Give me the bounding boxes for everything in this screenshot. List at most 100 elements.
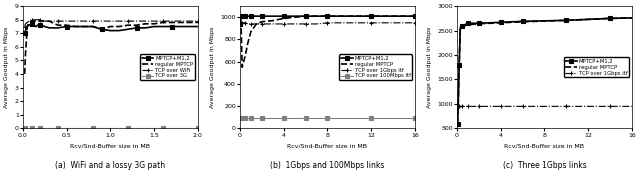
MPTCP+M1,2 <box>497 21 504 23</box>
TCP over 3G <box>50 127 58 129</box>
regular MPTCP <box>367 15 375 17</box>
MPTCP+M1,2 <box>237 23 244 25</box>
TCP over 3G <box>24 127 31 129</box>
regular MPTCP <box>464 24 472 26</box>
TCP over 3G <box>72 127 79 129</box>
MPTCP+M1,2 <box>241 15 249 17</box>
TCP over 100Mbps itf <box>253 117 260 119</box>
MPTCP+M1,2 <box>346 15 353 17</box>
TCP over 3G <box>98 127 106 129</box>
TCP over 1Gbps itf <box>346 22 353 24</box>
regular MPTCP <box>132 24 140 26</box>
TCP over 1Gbps itf <box>253 23 260 25</box>
MPTCP+M1,2 <box>106 30 114 32</box>
MPTCP+M1,2 <box>32 25 40 28</box>
TCP over WiFi <box>132 20 140 22</box>
TCP over 100Mbps itf <box>237 117 244 119</box>
TCP over 1Gbps itf <box>258 23 266 25</box>
regular MPTCP <box>269 20 276 22</box>
TCP over 1Gbps itf <box>237 22 244 24</box>
TCP over 1Gbps itf <box>237 22 245 24</box>
TCP over 1Gbps itf <box>454 105 462 107</box>
regular MPTCP <box>456 27 464 29</box>
TCP over 1Gbps itf <box>475 105 483 107</box>
Line: TCP over WiFi: TCP over WiFi <box>23 18 200 28</box>
TCP over 3G <box>115 127 123 129</box>
regular MPTCP <box>475 23 483 25</box>
TCP over 1Gbps itf <box>541 105 548 107</box>
TCP over 100Mbps itf <box>239 117 247 119</box>
regular MPTCP <box>238 66 246 68</box>
TCP over 3G <box>168 127 175 129</box>
X-axis label: Rcv/Snd-Buffer size in MB: Rcv/Snd-Buffer size in MB <box>70 143 150 148</box>
regular MPTCP <box>346 15 353 17</box>
TCP over 3G <box>32 127 40 129</box>
TCP over WiFi <box>32 19 40 21</box>
TCP over WiFi <box>72 20 79 22</box>
TCP over 100Mbps itf <box>291 117 298 119</box>
regular MPTCP <box>497 22 504 24</box>
regular MPTCP <box>486 22 493 24</box>
regular MPTCP <box>454 108 462 110</box>
TCP over 3G <box>31 127 38 129</box>
TCP over WiFi <box>124 20 132 22</box>
regular MPTCP <box>106 25 114 28</box>
TCP over 100Mbps itf <box>411 117 419 119</box>
TCP over WiFi <box>194 20 202 22</box>
TCP over 100Mbps itf <box>238 117 246 119</box>
regular MPTCP <box>411 15 419 17</box>
Y-axis label: Average Goodput in Mbps: Average Goodput in Mbps <box>210 27 215 108</box>
TCP over 1Gbps itf <box>324 22 332 24</box>
MPTCP+M1,2 <box>456 27 464 29</box>
MPTCP+M1,2 <box>28 23 35 25</box>
MPTCP+M1,2 <box>541 20 548 22</box>
TCP over 1Gbps itf <box>313 23 321 25</box>
TCP over 1Gbps itf <box>461 105 468 107</box>
MPTCP+M1,2 <box>584 18 592 20</box>
TCP over 1Gbps itf <box>301 23 309 25</box>
TCP over WiFi <box>177 20 184 22</box>
TCP over 3G <box>22 127 29 129</box>
MPTCP+M1,2 <box>34 24 42 26</box>
TCP over 3G <box>159 127 166 129</box>
TCP over 100Mbps itf <box>269 117 276 119</box>
MPTCP+M1,2 <box>132 27 140 29</box>
regular MPTCP <box>25 21 33 24</box>
TCP over 3G <box>54 127 61 129</box>
Text: (c)  Three 1Gbps links: (c) Three 1Gbps links <box>502 161 586 170</box>
MPTCP+M1,2 <box>177 25 184 28</box>
TCP over 3G <box>36 127 44 129</box>
regular MPTCP <box>541 20 548 22</box>
TCP over 1Gbps itf <box>628 105 636 107</box>
TCP over WiFi <box>150 20 158 22</box>
TCP over 1Gbps itf <box>497 105 504 107</box>
MPTCP+M1,2 <box>324 15 332 17</box>
MPTCP+M1,2 <box>464 22 472 24</box>
TCP over 1Gbps itf <box>455 105 463 107</box>
regular MPTCP <box>159 21 166 24</box>
MPTCP+M1,2 <box>20 32 28 34</box>
regular MPTCP <box>519 21 527 23</box>
TCP over 1Gbps itf <box>411 22 419 24</box>
TCP over 3G <box>89 127 97 129</box>
MPTCP+M1,2 <box>253 15 260 17</box>
regular MPTCP <box>241 54 249 56</box>
Line: MPTCP+M1,2: MPTCP+M1,2 <box>23 22 200 35</box>
regular MPTCP <box>470 23 477 25</box>
MPTCP+M1,2 <box>313 15 321 17</box>
Line: TCP over 1Gbps itf: TCP over 1Gbps itf <box>456 105 634 109</box>
MPTCP+M1,2 <box>454 108 462 110</box>
TCP over 3G <box>34 127 42 129</box>
TCP over 3G <box>41 127 49 129</box>
TCP over 1Gbps itf <box>470 105 477 107</box>
MPTCP+M1,2 <box>280 15 287 17</box>
TCP over WiFi <box>34 19 42 21</box>
TCP over 100Mbps itf <box>280 117 287 119</box>
TCP over 3G <box>194 127 202 129</box>
MPTCP+M1,2 <box>141 27 149 29</box>
TCP over WiFi <box>31 19 38 21</box>
TCP over WiFi <box>63 20 70 22</box>
TCP over 1Gbps itf <box>584 105 592 107</box>
regular MPTCP <box>24 25 31 28</box>
regular MPTCP <box>28 20 35 22</box>
